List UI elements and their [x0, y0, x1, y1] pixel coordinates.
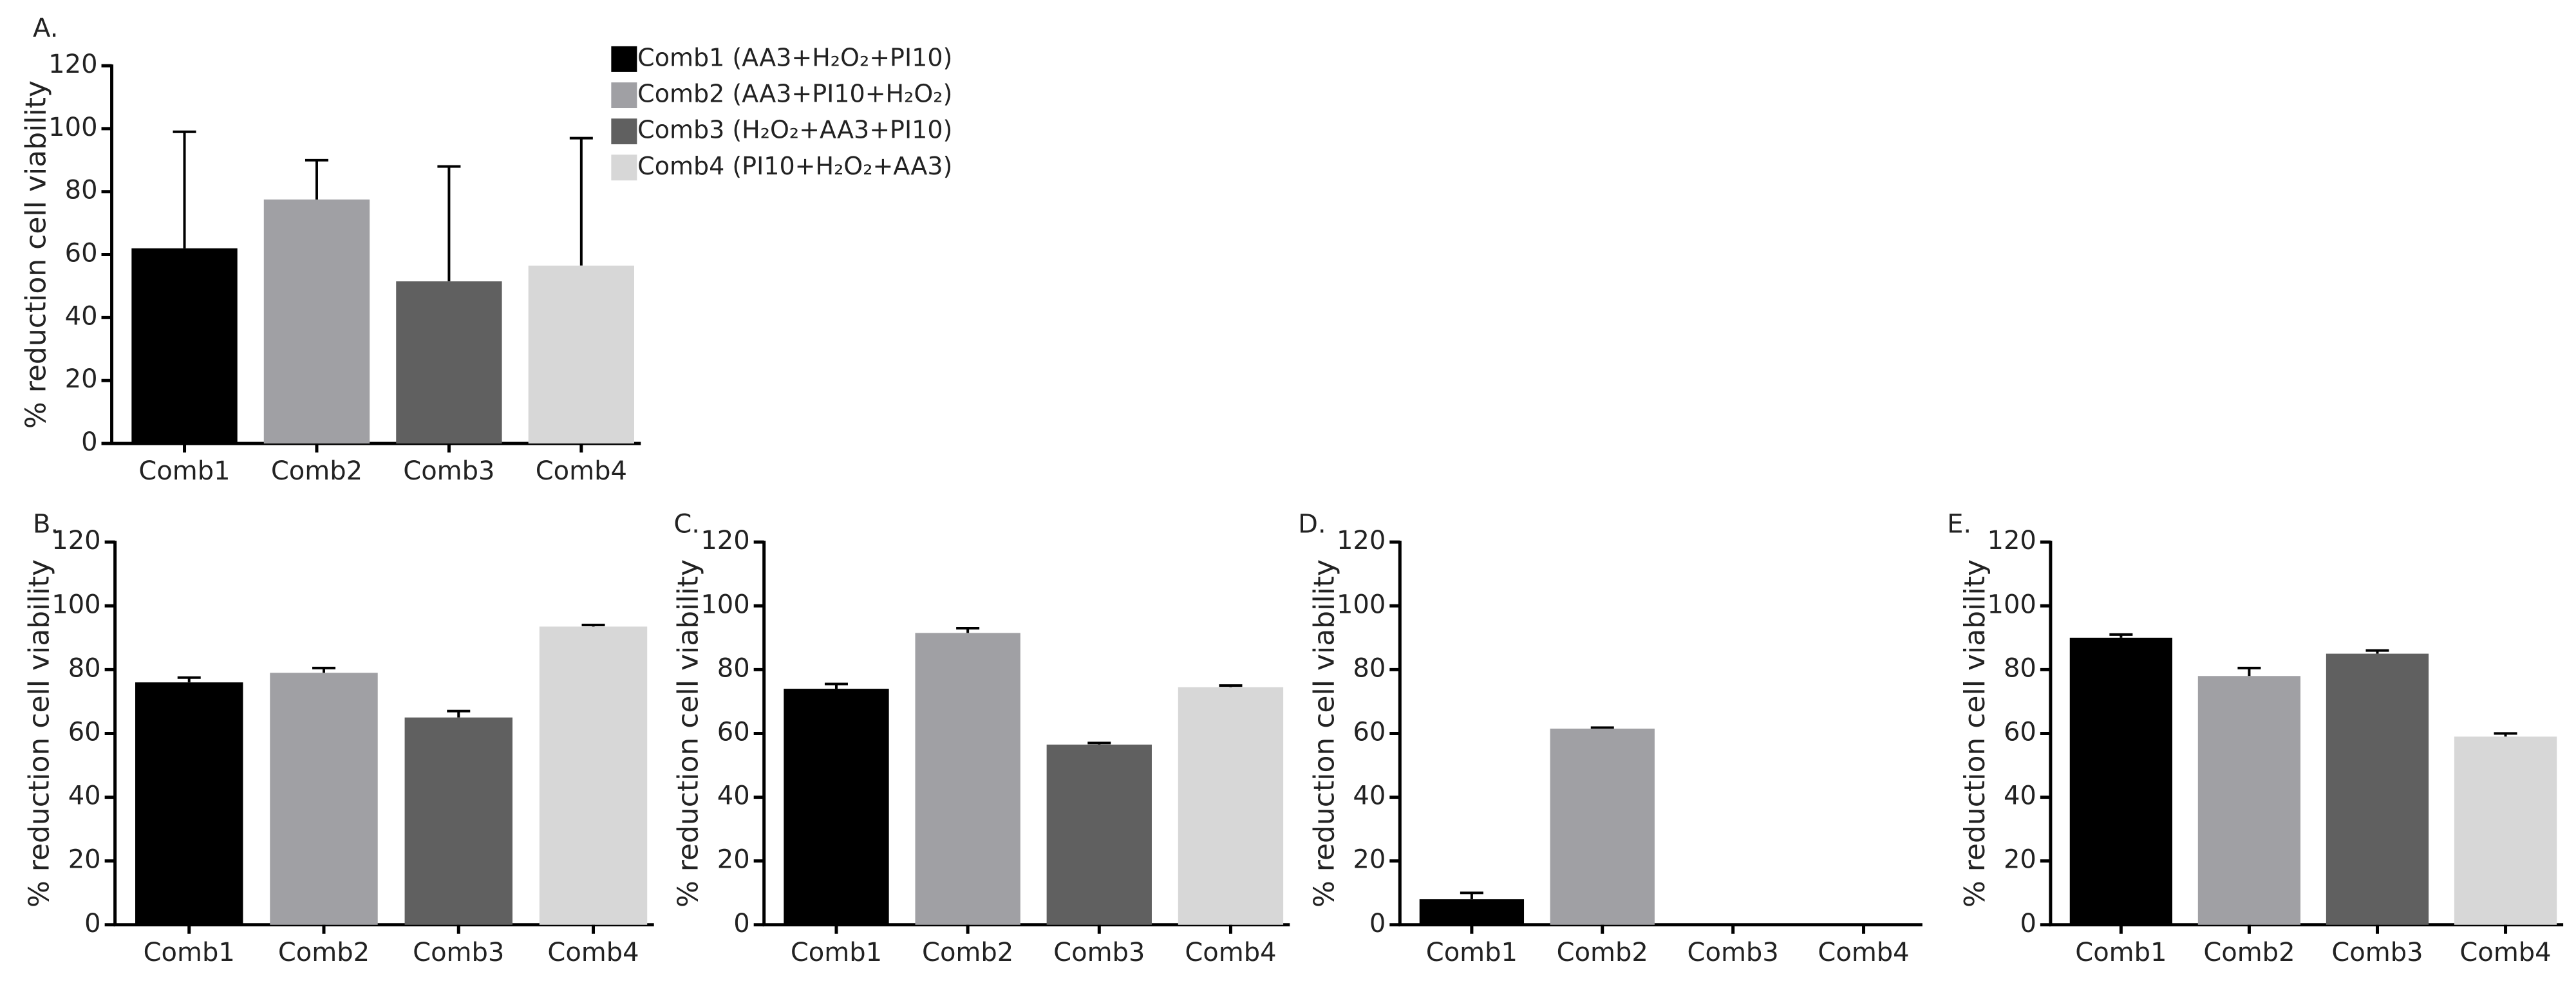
legend-label: Comb2 (AA3+PI10+H₂O₂) [637, 80, 952, 108]
x-tick-label: Comb1 [144, 938, 235, 967]
legend-swatch [611, 154, 637, 181]
y-tick-label: 20 [1353, 845, 1386, 875]
x-tick-label: Comb2 [2203, 938, 2295, 967]
x-tick-label: Comb4 [536, 456, 627, 486]
y-tick-label: 100 [48, 113, 97, 142]
y-axis-label: % reduction cell viability [672, 559, 705, 908]
bar [263, 199, 370, 444]
y-tick-label: 60 [2004, 717, 2036, 747]
bar [131, 248, 238, 444]
legend-label: Comb4 (PI10+H₂O₂+AA3) [637, 152, 952, 180]
bar [135, 682, 243, 925]
y-tick-label: 120 [52, 526, 100, 555]
panel-label: A. [33, 14, 58, 43]
y-tick-label: 60 [68, 717, 101, 747]
legend-swatch [611, 118, 637, 145]
y-tick-label: 100 [1988, 590, 2036, 619]
y-tick-label: 100 [700, 590, 749, 619]
bar [1178, 687, 1284, 925]
y-tick-label: 40 [65, 301, 98, 331]
x-tick-label: Comb4 [547, 938, 639, 967]
x-tick-label: Comb3 [413, 938, 504, 967]
y-tick-label: 60 [717, 717, 750, 747]
bar [2197, 676, 2301, 925]
x-tick-label: Comb3 [1053, 938, 1145, 967]
y-tick-label: 120 [48, 50, 97, 79]
y-tick-label: 40 [2004, 781, 2036, 811]
y-axis-label: % reduction cell viability [23, 559, 56, 908]
y-tick-label: 60 [65, 239, 98, 268]
x-tick-label: Comb3 [1688, 938, 1779, 967]
y-tick-label: 100 [1337, 590, 1386, 619]
y-tick-label: 40 [717, 781, 750, 811]
y-tick-label: 20 [717, 845, 750, 875]
bar [2326, 653, 2429, 925]
legend-swatch [611, 46, 637, 72]
y-tick-label: 100 [52, 590, 100, 619]
y-tick-label: 120 [1337, 526, 1386, 555]
bar [2454, 736, 2557, 925]
y-tick-label: 40 [68, 781, 101, 811]
y-tick-label: 80 [717, 653, 750, 683]
bar [1046, 744, 1152, 925]
y-tick-label: 40 [1353, 781, 1386, 811]
x-tick-label: Comb3 [403, 456, 494, 486]
legend-label: Comb3 (H₂O₂+AA3+PI10) [637, 116, 952, 144]
y-tick-label: 20 [2004, 845, 2036, 875]
bar [396, 281, 502, 444]
panel-label: C. [673, 510, 700, 539]
x-tick-label: Comb1 [2075, 938, 2167, 967]
y-tick-label: 0 [84, 909, 100, 938]
x-tick-label: Comb4 [1818, 938, 1909, 967]
panel-label: D. [1298, 510, 1326, 539]
x-tick-label: Comb2 [271, 456, 362, 486]
x-tick-label: Comb4 [2459, 938, 2551, 967]
bar [528, 265, 635, 444]
y-tick-label: 20 [65, 364, 98, 394]
y-tick-label: 80 [1353, 653, 1386, 683]
y-tick-label: 0 [2020, 909, 2036, 938]
x-tick-label: Comb3 [2331, 938, 2423, 967]
y-tick-label: 20 [68, 845, 101, 875]
x-tick-label: Comb1 [138, 456, 230, 486]
bar [2069, 637, 2172, 925]
y-tick-label: 120 [1988, 526, 2036, 555]
y-axis-label: % reduction cell viability [20, 80, 53, 429]
y-tick-label: 0 [1369, 909, 1386, 938]
x-tick-label: Comb4 [1185, 938, 1276, 967]
bar [1419, 899, 1525, 925]
bar [270, 673, 378, 925]
bar [784, 689, 889, 925]
x-tick-label: Comb2 [278, 938, 370, 967]
panel-label: E. [1947, 510, 1971, 539]
y-tick-label: 0 [81, 427, 97, 457]
legend-label: Comb1 (AA3+H₂O₂+PI10) [637, 43, 952, 71]
y-axis-label: % reduction cell viability [1959, 559, 1991, 908]
bar [404, 717, 512, 925]
y-tick-label: 0 [733, 909, 749, 938]
x-tick-label: Comb2 [1557, 938, 1648, 967]
y-tick-label: 80 [65, 176, 98, 205]
y-axis-label: % reduction cell viability [1308, 559, 1340, 908]
y-tick-label: 120 [700, 526, 749, 555]
bar [539, 626, 648, 925]
legend-swatch [611, 82, 637, 109]
x-tick-label: Comb1 [791, 938, 882, 967]
y-tick-label: 80 [2004, 653, 2036, 683]
x-tick-label: Comb2 [922, 938, 1013, 967]
panel-label: B. [33, 510, 59, 539]
x-tick-label: Comb1 [1426, 938, 1518, 967]
y-tick-label: 60 [1353, 717, 1386, 747]
bar [1550, 729, 1655, 925]
y-tick-label: 80 [68, 653, 101, 683]
bar [915, 633, 1020, 925]
